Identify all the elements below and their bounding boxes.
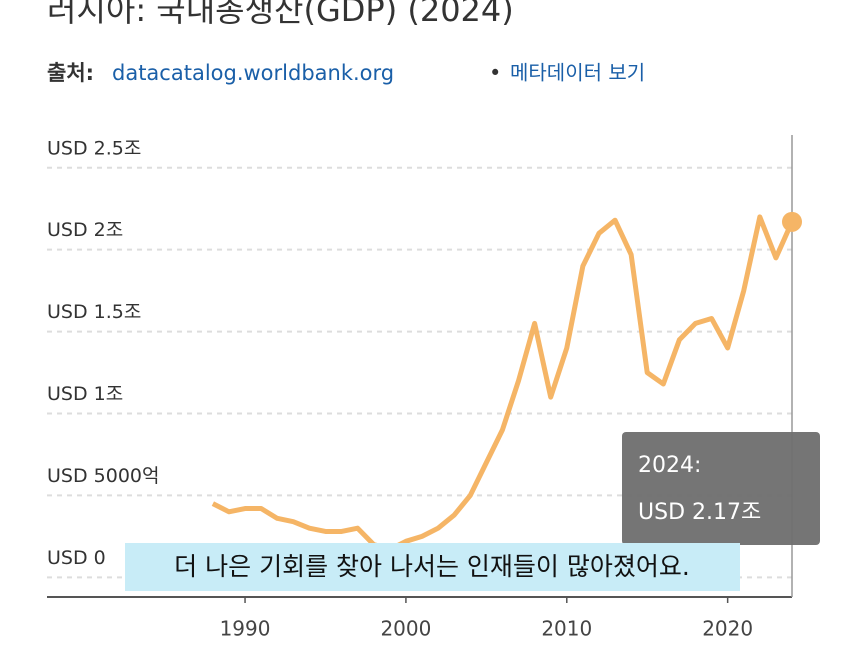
x-tick-label: 2020 [702,617,753,641]
data-line [211,214,795,552]
y-tick-label: USD 1조 [47,383,123,405]
chart-title: 러시아: 국내총생산(GDP) (2024) [47,0,514,29]
tooltip-value: USD 2.17조 [638,500,761,525]
tooltip [622,432,820,545]
separator: • [489,61,501,85]
metadata-link[interactable]: 메타데이터 보기 [510,61,645,85]
source-label: 출처: [47,61,94,85]
source-link[interactable]: datacatalog.worldbank.org [112,61,394,85]
y-tick-label: USD 5000억 [47,465,159,487]
caption: 더 나은 기회를 찾아 나서는 인재들이 많아졌어요. [174,552,690,581]
x-tick-label: 2010 [541,617,592,641]
caption-box [125,543,740,591]
y-tick-label: USD 1.5조 [47,301,141,323]
tooltip-title: 2024: [638,453,701,478]
x-tick-label: 2000 [380,617,431,641]
y-tick-label: USD 2조 [47,219,123,241]
y-tick-label: USD 0 [47,547,106,569]
hover-point[interactable] [782,211,802,232]
x-tick-label: 1990 [220,617,271,641]
y-tick-label: USD 2.5조 [47,137,141,159]
